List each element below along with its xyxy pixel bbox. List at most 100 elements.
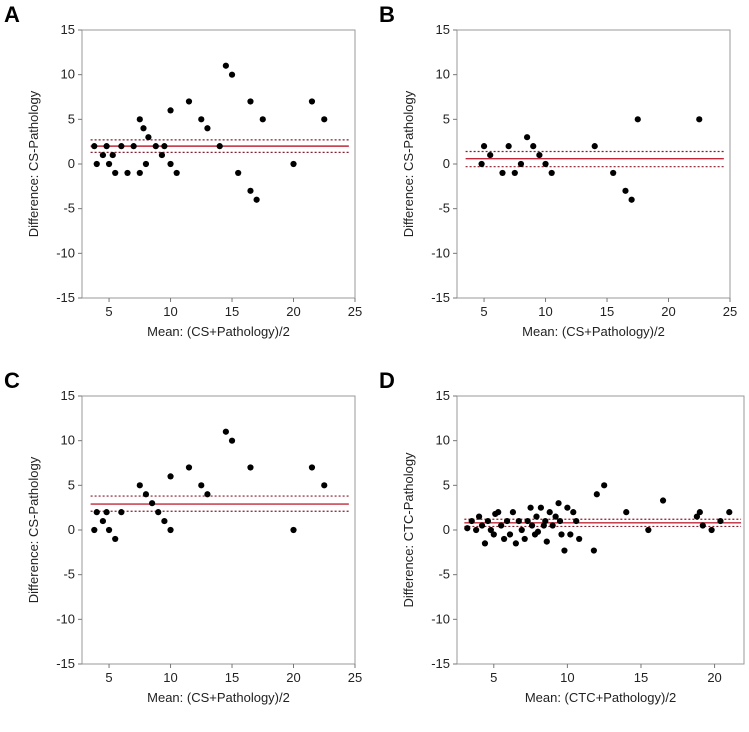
data-point (517, 160, 525, 168)
y-tick-label: 10 (61, 433, 75, 448)
data-point (567, 531, 574, 538)
data-point (167, 526, 174, 534)
data-point (708, 526, 715, 534)
x-tick-label: 5 (105, 670, 112, 685)
data-point (573, 517, 580, 525)
plot-frame (81, 395, 356, 665)
x-tick-label: 20 (707, 670, 721, 685)
data-point (628, 196, 635, 203)
data-point (140, 125, 147, 132)
data-point (185, 98, 193, 105)
y-tick-label: 10 (436, 67, 450, 82)
data-point (247, 187, 254, 194)
data-point (290, 526, 297, 534)
data-point (308, 98, 316, 105)
x-tick-label: 10 (538, 304, 552, 319)
y-tick-label: 5 (68, 477, 75, 492)
data-point (576, 535, 583, 543)
panel-a: A 15 10 5 0 -5 -10 -15 5 10 15 20 25 Mean: (CS+Pathol… (4, 2, 362, 339)
data-point (590, 547, 597, 554)
y-tick-label: 0 (443, 522, 450, 537)
panel-letter: C (4, 368, 20, 393)
data-point (136, 169, 143, 177)
data-point (555, 500, 562, 507)
data-point (696, 509, 703, 516)
data-point (527, 504, 534, 511)
data-point (198, 482, 205, 489)
data-point (228, 71, 236, 78)
data-point (99, 517, 107, 525)
data-point (556, 517, 564, 525)
data-point (503, 517, 511, 525)
data-point (659, 497, 667, 504)
y-axis-label: Difference: CTC-Pathology (401, 452, 416, 608)
data-point (222, 428, 229, 435)
data-point (537, 504, 544, 511)
y-tick-label: 0 (68, 156, 75, 171)
data-point (204, 125, 211, 132)
y-tick-label: -15 (56, 656, 75, 671)
data-point (542, 517, 549, 525)
y-tick-label: -10 (56, 611, 75, 626)
data-point (118, 143, 125, 150)
x-axis-label: Mean: (CS+Pathology)/2 (147, 324, 290, 339)
panel-letter: B (379, 2, 395, 27)
data-point (247, 98, 254, 105)
data-point (534, 528, 542, 535)
x-tick-label: 25 (348, 304, 362, 319)
data-point (198, 116, 205, 123)
y-tick-label: -10 (431, 611, 450, 626)
data-point (158, 151, 166, 159)
x-tick-label: 10 (560, 670, 574, 685)
data-point (552, 513, 559, 520)
data-point (475, 513, 483, 520)
x-tick-label: 5 (490, 670, 497, 685)
x-tick-label: 5 (105, 304, 112, 319)
data-point (546, 509, 553, 516)
data-point (290, 160, 297, 168)
data-point (155, 509, 162, 516)
plot-frame (456, 29, 731, 299)
data-point (696, 116, 703, 123)
data-point (103, 143, 110, 150)
data-point (161, 517, 168, 525)
x-tick-label: 10 (163, 670, 177, 685)
x-tick-label: 15 (634, 670, 648, 685)
data-point (533, 513, 540, 520)
data-point (518, 526, 525, 534)
x-tick-label: 10 (163, 304, 177, 319)
data-point (142, 491, 150, 498)
y-tick-label: 5 (443, 477, 450, 492)
data-point (548, 169, 555, 177)
data-point (515, 517, 522, 525)
data-point (500, 535, 508, 543)
data-point (167, 160, 174, 168)
data-point (185, 464, 193, 471)
y-tick-label: 15 (61, 388, 75, 403)
data-point (321, 116, 328, 123)
data-point (693, 513, 701, 520)
x-axis-label: Mean: (CTC+Pathology)/2 (525, 690, 676, 705)
x-tick-label: 5 (480, 304, 487, 319)
data-point (216, 143, 223, 150)
data-point (505, 143, 512, 150)
data-point (130, 143, 137, 150)
y-tick-label: -15 (56, 290, 75, 305)
data-point (308, 464, 316, 471)
data-point (543, 538, 550, 545)
data-point (512, 540, 519, 547)
y-axis-label: Difference: CS-Pathology (26, 456, 41, 603)
data-point (136, 116, 143, 123)
data-point (528, 522, 536, 529)
data-point (103, 509, 110, 516)
data-point (601, 482, 608, 489)
data-point (717, 517, 724, 525)
x-tick-label: 15 (225, 304, 239, 319)
data-point (228, 437, 236, 444)
panel-d: D 15 10 5 0 -5 -10 -15 5 10 15 20 Mean: (CTC+Patholo… (379, 368, 745, 705)
data-point (536, 151, 543, 159)
data-point (204, 491, 211, 498)
y-tick-label: -5 (438, 201, 450, 216)
y-tick-label: -10 (431, 245, 450, 260)
data-point (498, 522, 505, 529)
